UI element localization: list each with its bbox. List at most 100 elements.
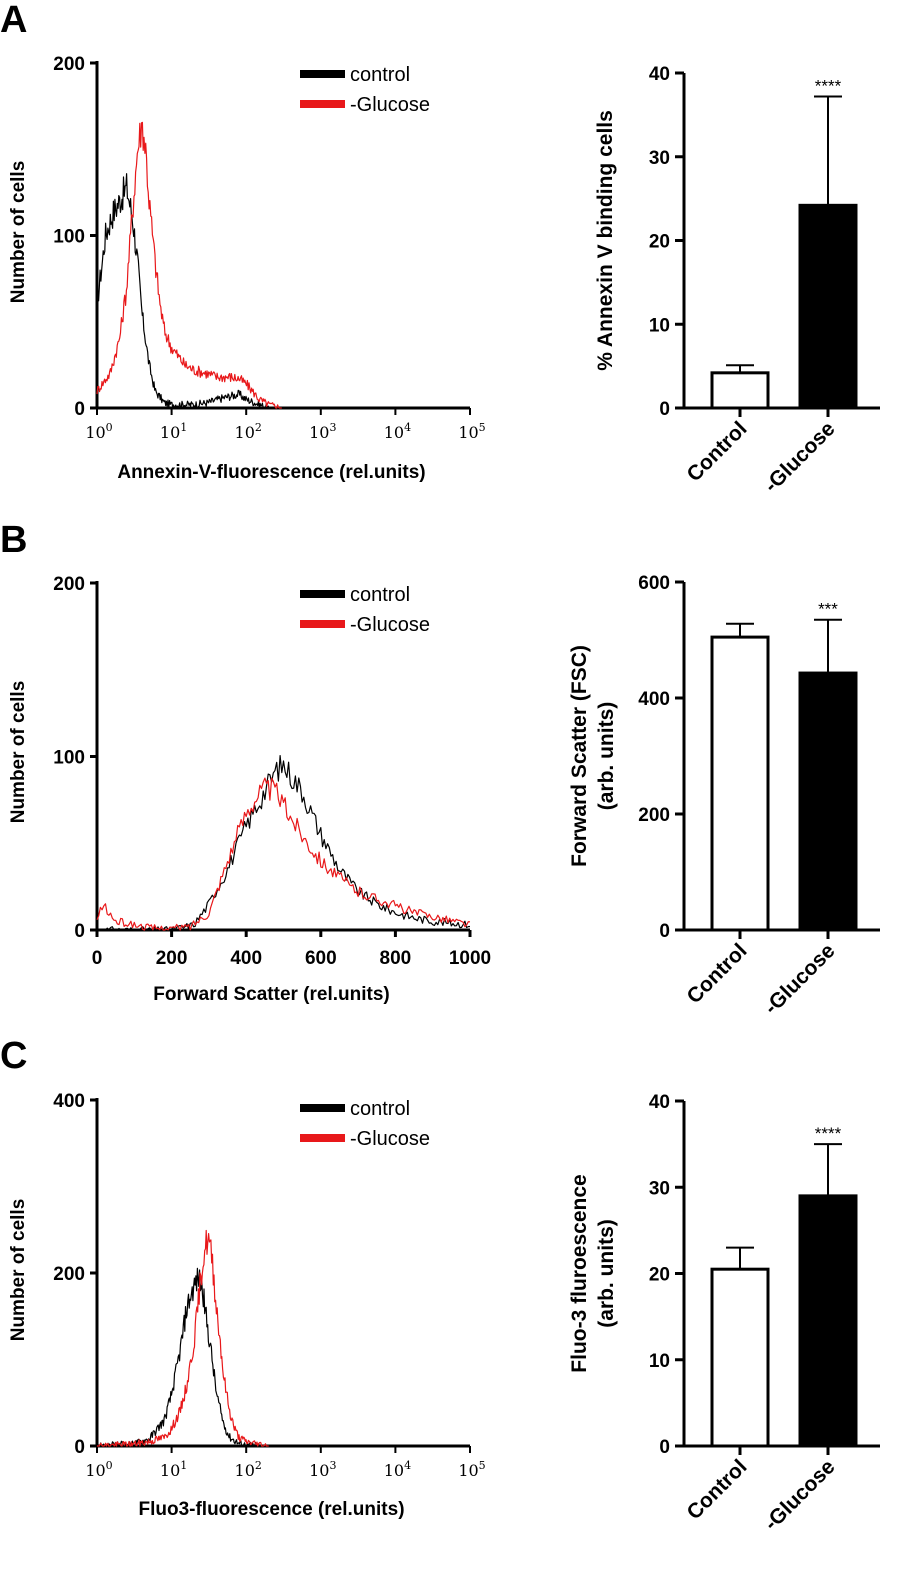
y-tick-label: 400 [638, 689, 670, 710]
x-tick-label: 600 [305, 948, 337, 969]
category-label: -Glucose [760, 939, 840, 1019]
y-tick-label: 10 [649, 315, 670, 336]
x-tick-exponent: 4 [404, 421, 411, 434]
y-tick-label: 0 [659, 1437, 670, 1458]
x-tick-label: 101 [160, 1459, 187, 1480]
panel-letter-c: C [0, 1035, 27, 1077]
category-label: -Glucose [760, 417, 840, 497]
y-axis-title-line: (arb. units) [595, 1219, 618, 1328]
x-tick-label: 101 [160, 421, 187, 442]
x-tick-label: 105 [458, 1459, 485, 1480]
x-tick-base: 10 [235, 423, 255, 442]
x-tick-label: 100 [85, 421, 112, 442]
y-tick-label: 100 [53, 748, 85, 769]
x-tick-base: 10 [309, 1461, 329, 1480]
y-tick-label: 200 [53, 1264, 85, 1285]
panel-letter-b: B [0, 519, 27, 561]
bar-glucose [798, 1194, 858, 1448]
bar-chart-b: 0 200 400 600 Forward Scatter (FSC) (arb. uni… [568, 573, 880, 1019]
x-tick-base: 10 [309, 423, 329, 442]
y-tick-label: 30 [649, 148, 670, 169]
y-axis-title-line: (arb. units) [595, 702, 618, 811]
y-tick-label: 400 [53, 1091, 85, 1112]
legend-label: -Glucose [350, 614, 430, 636]
significance-marker: **** [815, 1124, 842, 1143]
bar-chart-a: 0 10 20 30 40 % Annexin V binding cells Contro… [594, 64, 880, 497]
x-tick-exponent: 4 [404, 1459, 411, 1472]
y-tick-label: 10 [649, 1351, 670, 1372]
legend-label: -Glucose [350, 94, 430, 116]
x-tick-label: 105 [458, 421, 485, 442]
x-tick-exponent: 2 [255, 1459, 262, 1472]
category-label: -Glucose [760, 1455, 840, 1535]
x-tick-label: 103 [309, 1459, 336, 1480]
y-tick-label: 40 [649, 1092, 670, 1113]
y-axis-title: Number of cells [8, 1199, 29, 1342]
x-tick-base: 10 [85, 1461, 105, 1480]
x-tick-base: 10 [85, 423, 105, 442]
y-tick-label: 200 [638, 805, 670, 826]
series-line-glucose [96, 777, 471, 931]
category-label: Control [682, 417, 751, 486]
significance-marker: *** [818, 600, 838, 619]
x-axis-title: Annexin-V-fluorescence (rel.units) [117, 462, 425, 483]
series-line-glucose [97, 1229, 269, 1447]
y-tick-label: 100 [53, 227, 85, 248]
x-tick-base: 10 [160, 423, 180, 442]
x-tick-exponent: 0 [106, 1459, 113, 1472]
y-tick-label: 0 [74, 921, 85, 942]
y-tick-label: 20 [649, 232, 670, 253]
y-tick-label: 30 [649, 1178, 670, 1199]
significance-marker: **** [815, 76, 842, 95]
x-axis-title: Forward Scatter (rel.units) [153, 984, 390, 1005]
x-tick-exponent: 5 [479, 1459, 486, 1472]
x-tick-base: 10 [235, 1461, 255, 1480]
x-tick-label: 102 [235, 421, 262, 442]
x-tick-exponent: 0 [106, 421, 113, 434]
legend-label: -Glucose [350, 1128, 430, 1150]
x-tick-exponent: 1 [180, 1459, 187, 1472]
x-tick-label: 103 [309, 421, 336, 442]
x-tick-base: 10 [160, 1461, 180, 1480]
x-tick-label: 104 [384, 1459, 411, 1480]
x-tick-label: 100 [85, 1459, 112, 1480]
y-tick-label: 40 [649, 64, 670, 85]
x-tick-base: 10 [384, 423, 404, 442]
legend-label: control [350, 1098, 410, 1120]
histogram-b: 0 100 200 0 200 400 600 800 1000 Forward Scatter … [8, 574, 491, 1005]
x-tick-exponent: 2 [255, 421, 262, 434]
series-line-control [96, 754, 471, 931]
y-tick-label: 200 [53, 574, 85, 595]
legend-label: control [350, 584, 410, 606]
x-tick-base: 10 [458, 423, 478, 442]
y-tick-label: 0 [74, 1437, 85, 1458]
x-tick-label: 104 [384, 421, 411, 442]
category-label: Control [682, 1455, 751, 1524]
x-tick-label: 400 [230, 948, 262, 969]
x-tick-base: 10 [458, 1461, 478, 1480]
x-tick-label: 200 [156, 948, 188, 969]
y-tick-label: 0 [74, 399, 85, 420]
y-axis-title-line: Fluo-3 fluroescence [568, 1174, 591, 1372]
x-tick-label: 1000 [449, 948, 491, 969]
y-tick-label: 200 [53, 54, 85, 75]
y-tick-label: 0 [659, 399, 670, 420]
x-tick-exponent: 3 [329, 421, 336, 434]
x-tick-label: 102 [235, 1459, 262, 1480]
x-tick-label: 800 [380, 948, 412, 969]
bar-control [710, 1267, 770, 1448]
bar-glucose [798, 203, 858, 410]
bar-control [710, 635, 770, 932]
y-tick-label: 0 [659, 921, 670, 942]
y-tick-label: 600 [638, 573, 670, 594]
y-axis-title: % Annexin V binding cells [594, 110, 617, 371]
bar-chart-c: 0 10 20 30 40 Fluo-3 fluroescence (arb. units)… [568, 1092, 880, 1535]
y-axis-title: Number of cells [8, 681, 29, 824]
x-axis-title: Fluo3-fluorescence (rel.units) [138, 1499, 404, 1520]
x-tick-exponent: 3 [329, 1459, 336, 1472]
category-label: Control [682, 939, 751, 1008]
